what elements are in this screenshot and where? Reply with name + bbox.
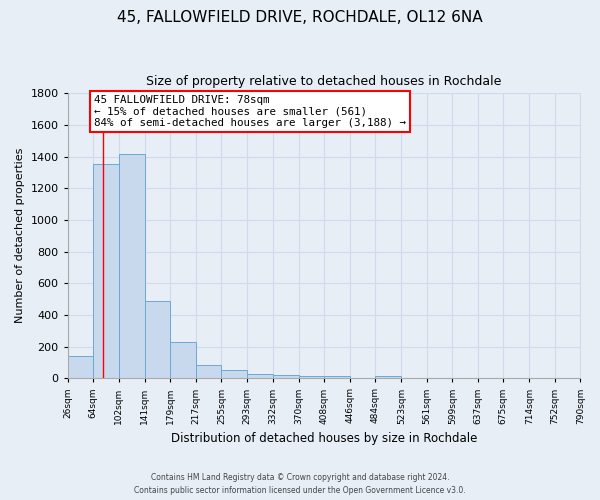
Bar (273, 375, 299, 378)
Bar (68, 356, 93, 378)
Text: 45 FALLOWFIELD DRIVE: 78sqm
← 15% of detached houses are smaller (561)
84% of se: 45 FALLOWFIELD DRIVE: 78sqm ← 15% of det… (94, 95, 406, 128)
Text: Contains HM Land Registry data © Crown copyright and database right 2024.
Contai: Contains HM Land Registry data © Crown c… (134, 473, 466, 495)
Bar (196, 365, 221, 378)
Text: 45, FALLOWFIELD DRIVE, ROCHDALE, OL12 6NA: 45, FALLOWFIELD DRIVE, ROCHDALE, OL12 6N… (117, 10, 483, 25)
Bar (247, 374, 273, 378)
Bar (221, 370, 247, 378)
Y-axis label: Number of detached properties: Number of detached properties (15, 148, 25, 324)
Bar (299, 376, 324, 378)
Bar (93, 164, 119, 378)
Bar (145, 300, 170, 378)
X-axis label: Distribution of detached houses by size in Rochdale: Distribution of detached houses by size … (171, 432, 477, 445)
Bar (375, 376, 401, 378)
Bar (170, 342, 196, 378)
Bar (119, 154, 145, 378)
Bar (324, 376, 350, 378)
Title: Size of property relative to detached houses in Rochdale: Size of property relative to detached ho… (146, 75, 502, 88)
